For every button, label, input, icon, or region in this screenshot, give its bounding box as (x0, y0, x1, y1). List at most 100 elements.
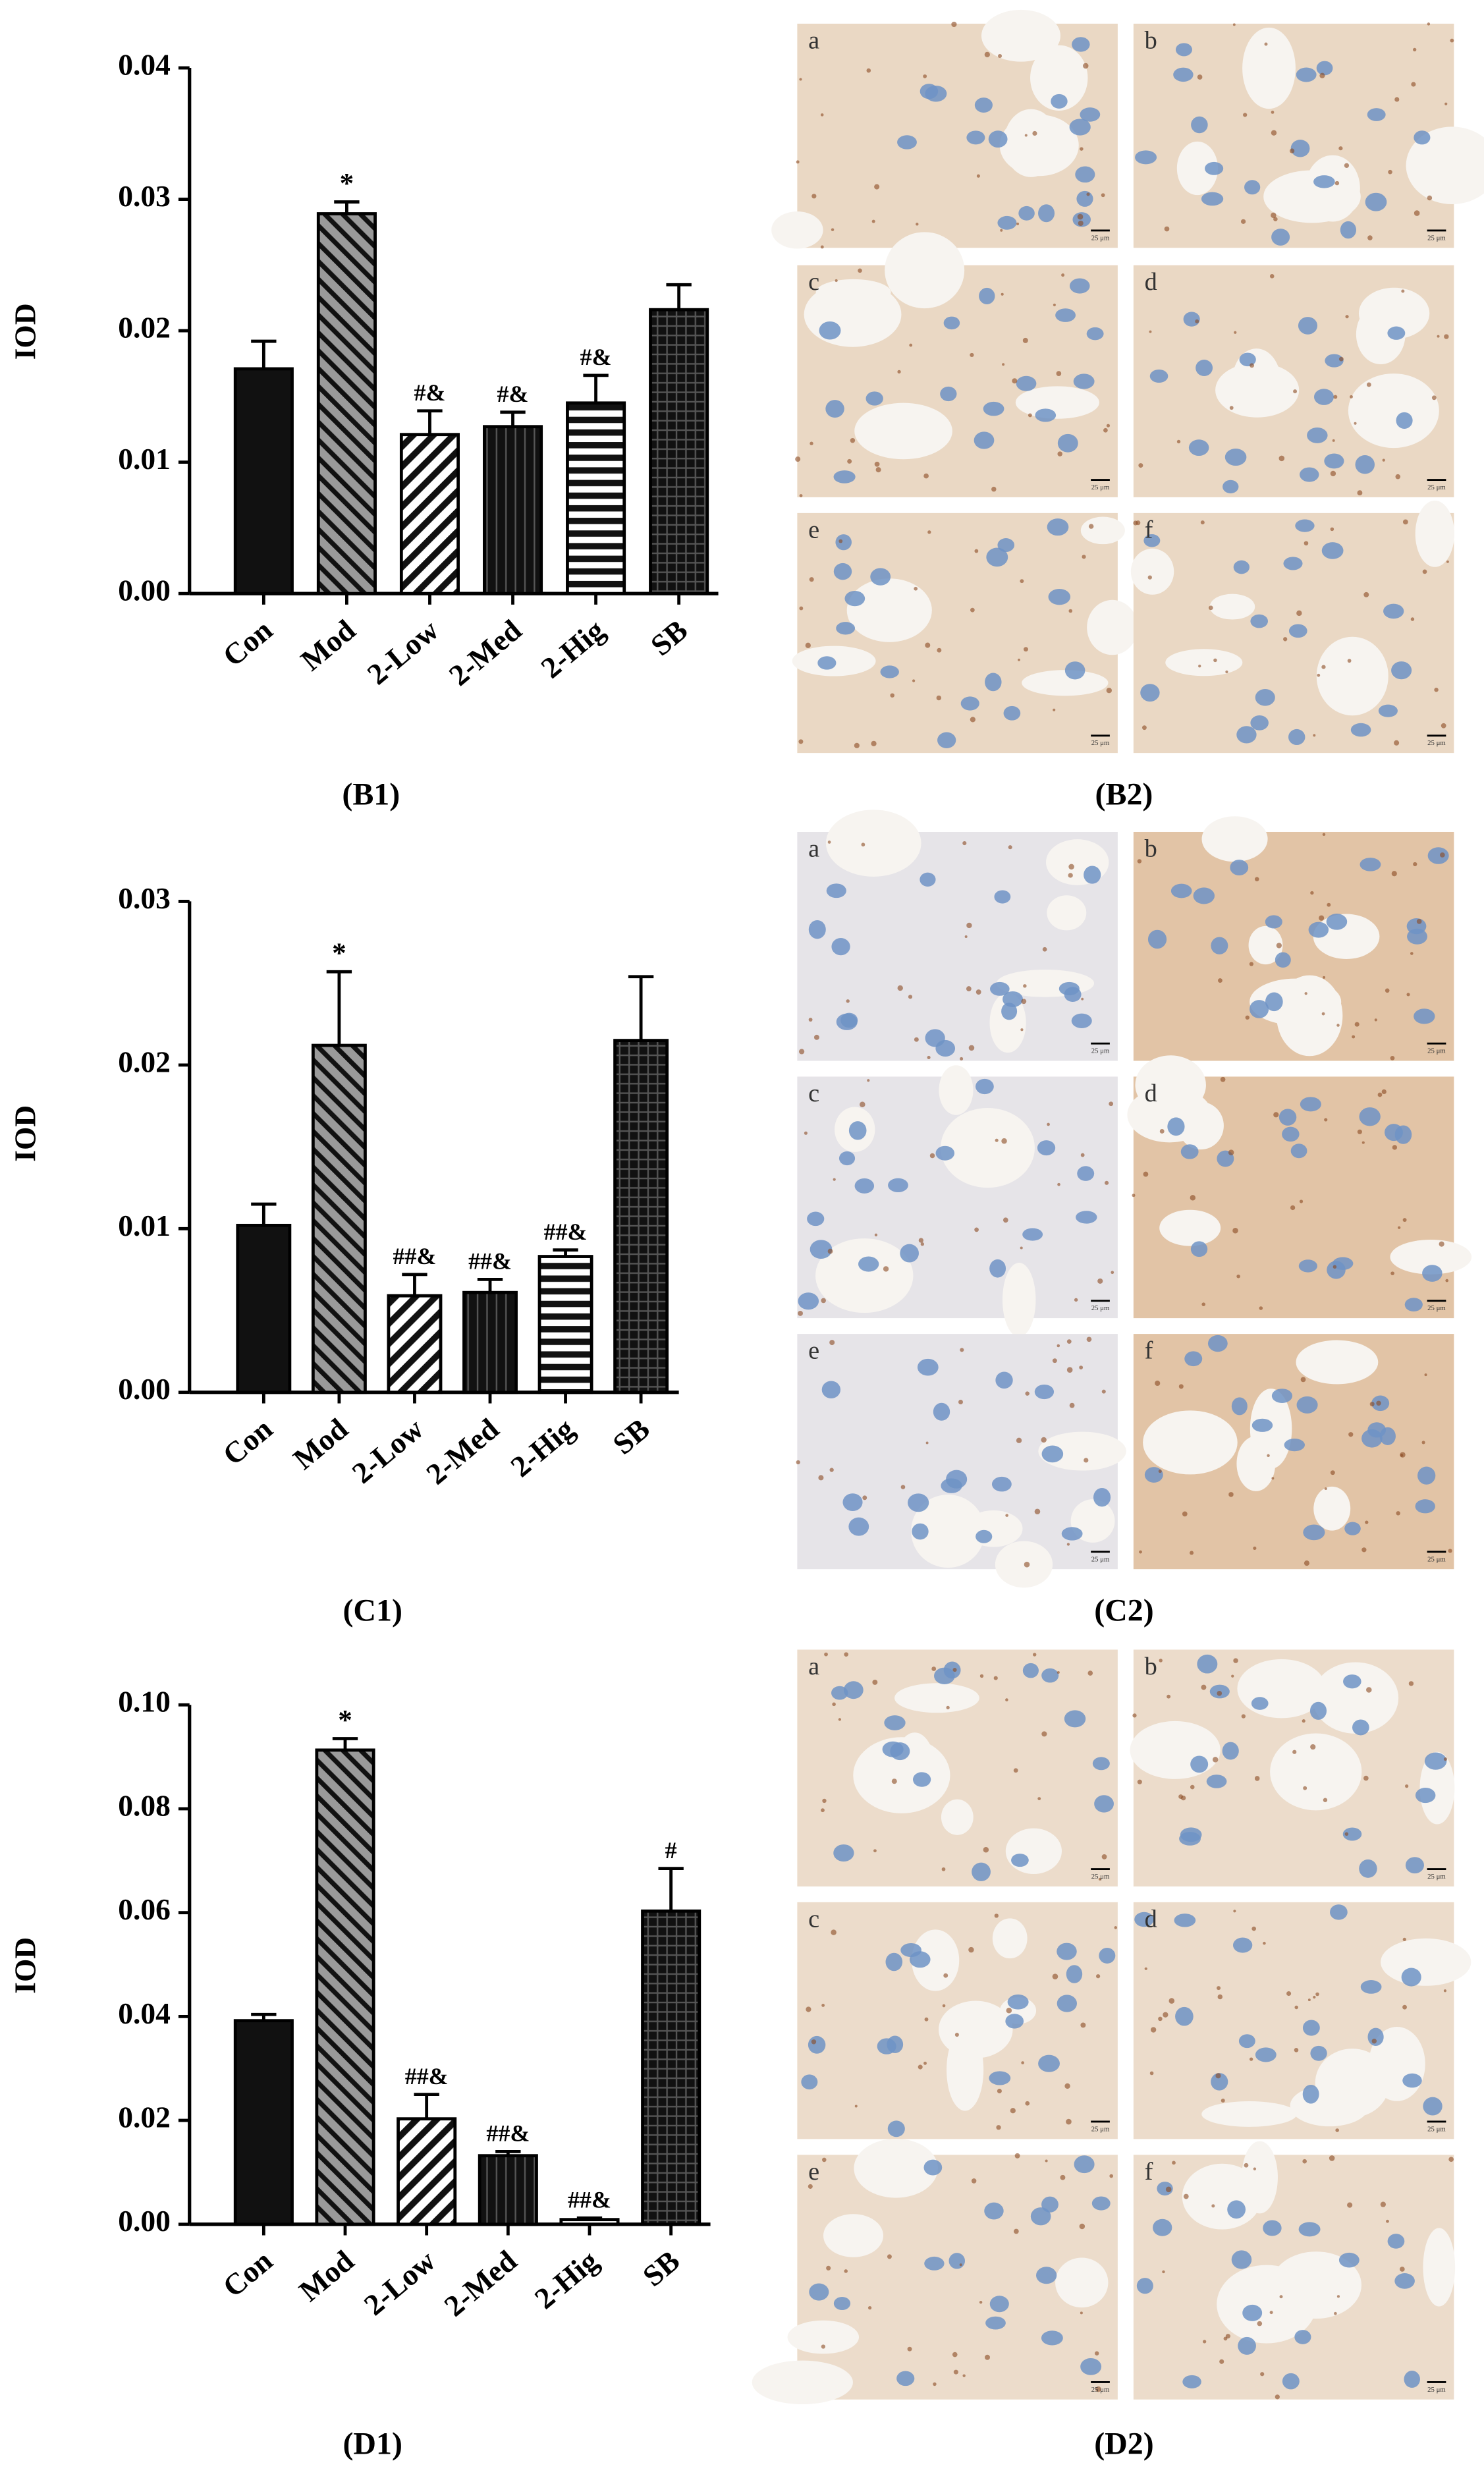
stain-dot (858, 268, 862, 273)
stain-dot (811, 2039, 817, 2045)
nucleus (1037, 1140, 1056, 1156)
stain-dot (1431, 395, 1437, 400)
nucleus (1344, 1522, 1361, 1535)
stain-dot (1394, 97, 1400, 102)
nucleus (1275, 952, 1291, 968)
stain-dot (996, 2125, 1001, 2130)
empty-space (1002, 1263, 1036, 1337)
stain-dot (979, 2300, 983, 2304)
stain-dot (832, 1702, 836, 1707)
nucleus (908, 1493, 929, 1512)
nucleus (1296, 67, 1317, 82)
nucleus (1288, 729, 1305, 746)
stain-dot (1269, 274, 1275, 279)
empty-space (894, 1683, 979, 1713)
tile-letter: d (1145, 1080, 1157, 1107)
y-tick-label: 0.02 (118, 2101, 171, 2134)
nucleus (900, 1943, 921, 1958)
stain-dot (1315, 1992, 1319, 1997)
stain-dot (867, 2306, 872, 2310)
nucleus (1201, 192, 1224, 206)
stain-dot (827, 840, 831, 844)
empty-space (1087, 599, 1138, 655)
nucleus (1003, 705, 1021, 721)
nucleus (1321, 542, 1344, 559)
nucleus (833, 1844, 854, 1862)
stain-dot (991, 486, 997, 492)
nucleus (826, 883, 846, 898)
stain-dot (1183, 2193, 1189, 2199)
scale-bar-label: 25 μm (1427, 1555, 1446, 1563)
stain-dot (873, 1849, 877, 1853)
stain-dot (923, 2061, 927, 2065)
nucleus (948, 2253, 966, 2269)
stain-dot (1329, 2155, 1335, 2161)
nucleus (1041, 1668, 1059, 1683)
stain-dot (1300, 1377, 1306, 1383)
nucleus (1239, 352, 1256, 367)
nucleus (821, 1381, 841, 1399)
error-bar (477, 1277, 503, 1293)
empty-space (1143, 1410, 1238, 1475)
nucleus (1099, 1947, 1116, 1964)
nucleus (912, 1772, 931, 1787)
nucleus (1296, 1396, 1318, 1414)
nucleus (1327, 1261, 1346, 1279)
nucleus (1011, 1854, 1029, 1867)
stain-dot (1080, 147, 1084, 151)
empty-space (1236, 1436, 1276, 1491)
stain-dot (1060, 2174, 1066, 2180)
empty-space (939, 1065, 974, 1115)
stain-dot (1080, 1153, 1085, 1157)
stain-dot (1052, 1973, 1058, 1979)
stain-dot (1357, 490, 1363, 496)
stain-dot (1233, 1658, 1238, 1663)
stain-dot (818, 1475, 824, 1481)
empty-space (1242, 27, 1296, 109)
stain-dot (1434, 687, 1439, 692)
nucleus (1191, 116, 1208, 134)
x-tick-label: 2-Low (360, 613, 445, 691)
empty-space (1232, 348, 1281, 414)
stain-dot (1021, 999, 1027, 1005)
stain-dot (1080, 2311, 1083, 2315)
stain-dot (1159, 1129, 1165, 1134)
stain-dot (1005, 1514, 1008, 1517)
stain-dot (1304, 992, 1307, 995)
y-tick-label: 0.03 (118, 881, 171, 915)
tile-letter: f (1145, 2158, 1153, 2186)
stain-dot (1283, 637, 1288, 642)
y-tick-label: 0.06 (118, 1892, 171, 1926)
stain-dot (1321, 665, 1326, 669)
nucleus (1143, 534, 1161, 547)
nucleus (848, 1121, 867, 1140)
nucleus (1195, 360, 1213, 377)
nucleus (840, 1012, 858, 1028)
nucleus (1325, 354, 1344, 368)
stain-dot (1313, 734, 1316, 737)
y-tick-label: 0.04 (118, 48, 171, 82)
stain-dot (846, 999, 850, 1003)
stain-dot (799, 606, 804, 611)
nucleus (1005, 2014, 1024, 2029)
empty-space (1022, 670, 1109, 696)
stain-dot (1220, 1076, 1226, 1082)
nucleus (817, 656, 837, 670)
stain-dot (1377, 1092, 1383, 1097)
stain-dot (891, 1778, 897, 1784)
tile-letter: a (808, 27, 819, 55)
panel-label: (B2) (1095, 777, 1153, 812)
stain-dot (1020, 1028, 1024, 1032)
nucleus (1255, 688, 1275, 706)
bar (641, 1909, 701, 2226)
significance-label: # (665, 1837, 677, 1863)
nucleus (1340, 221, 1357, 239)
nucleus (912, 1523, 929, 1540)
nucleus (1134, 1912, 1154, 1927)
nucleus (966, 130, 985, 145)
micrograph: e 25 μm (792, 512, 1138, 754)
y-tick-label: 0.00 (118, 2204, 171, 2238)
tile-letter: c (808, 1905, 819, 1933)
empty-space (1005, 1828, 1062, 1874)
